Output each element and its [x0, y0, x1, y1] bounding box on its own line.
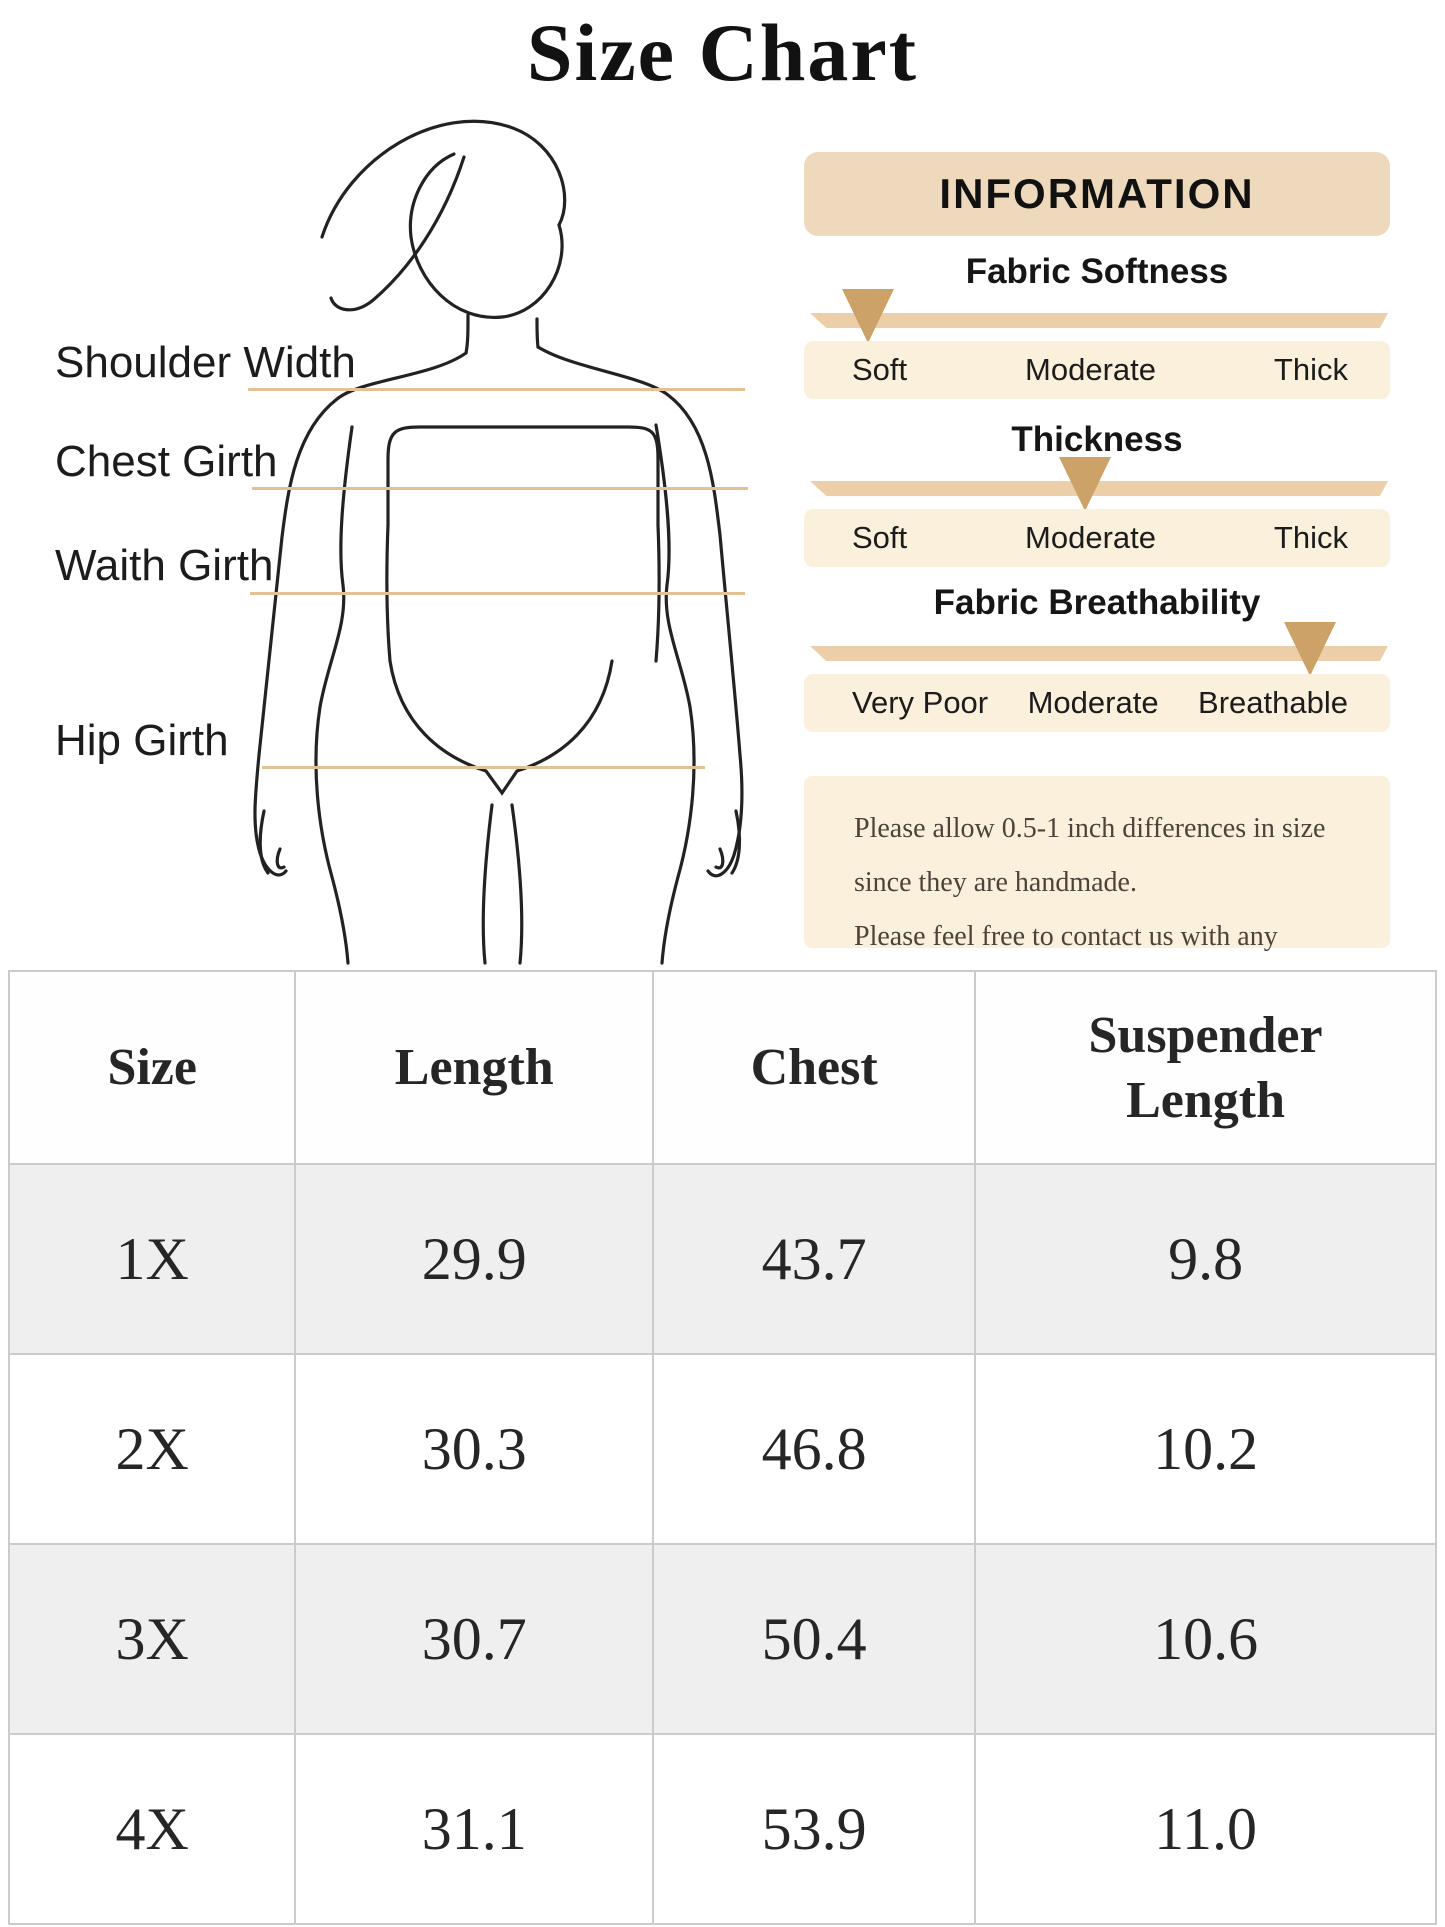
fabric-softness-slider	[810, 289, 1388, 343]
page-title: Size Chart	[526, 7, 919, 98]
body-figure-illustration	[253, 119, 744, 965]
scale-option: Breathable	[1198, 685, 1348, 720]
fabric-breathability-title: Fabric Breathability	[933, 583, 1261, 622]
table-cell: 4X	[10, 1735, 297, 1925]
table-cell: 30.7	[296, 1545, 655, 1735]
column-header-size: Size	[10, 972, 297, 1165]
column-header-suspender-length: Suspender Length	[976, 972, 1435, 1165]
fabric-breathability-slider	[810, 622, 1388, 676]
thickness-slider	[810, 457, 1388, 511]
chest-girth-label: Chest Girth	[55, 437, 278, 486]
hip-girth-label: Hip Girth	[55, 716, 229, 765]
waist-measure-line	[250, 592, 745, 595]
table-cell: 10.6	[976, 1545, 1435, 1735]
chest-measure-line	[252, 487, 748, 490]
fabric-breathability-scale: Very Poor Moderate Breathable	[804, 674, 1390, 732]
slider-marker-triangle-icon	[841, 289, 894, 343]
table-cell: 43.7	[654, 1165, 977, 1355]
slider-marker-triangle-icon	[1283, 622, 1336, 676]
scale-option: Thick	[1273, 352, 1348, 387]
handmade-note: Please allow 0.5-1 inch differences in s…	[804, 776, 1390, 1006]
column-header-chest: Chest	[654, 972, 977, 1165]
thickness-title: Thickness	[1011, 420, 1183, 459]
thickness-scale: Soft Moderate Thick	[804, 509, 1390, 567]
slider-track	[810, 313, 1388, 328]
size-table: Size Length Chest Suspender Length 1X 29…	[8, 970, 1437, 1925]
hip-measure-line	[262, 766, 705, 769]
note-line: Please allow 0.5-1 inch differences in s…	[854, 813, 1326, 844]
scale-option: Moderate	[1027, 685, 1159, 720]
table-cell: 53.9	[654, 1735, 977, 1925]
table-cell: 2X	[10, 1355, 297, 1545]
table-cell: 10.2	[976, 1355, 1435, 1545]
table-cell: 3X	[10, 1545, 297, 1735]
scale-option: Soft	[852, 352, 908, 387]
table-cell: 29.9	[296, 1165, 655, 1355]
scale-option: Soft	[852, 520, 908, 555]
table-cell: 11.0	[976, 1735, 1435, 1925]
table-cell: 9.8	[976, 1165, 1435, 1355]
note-line: since they are handmade.	[854, 867, 1137, 898]
scale-option: Moderate	[1025, 352, 1157, 387]
shoulder-width-label: Shoulder Width	[55, 338, 356, 387]
table-cell: 46.8	[654, 1355, 977, 1545]
fabric-softness-scale: Soft Moderate Thick	[804, 341, 1390, 399]
table-cell: 30.3	[296, 1355, 655, 1545]
shoulder-measure-line	[248, 388, 745, 391]
scale-option: Very Poor	[852, 685, 989, 720]
information-header: INFORMATION	[804, 152, 1390, 236]
slider-track	[810, 646, 1388, 661]
scale-option: Thick	[1273, 520, 1348, 555]
waist-girth-label: Waith Girth	[55, 541, 274, 590]
table-cell: 50.4	[654, 1545, 977, 1735]
scale-option: Moderate	[1025, 520, 1157, 555]
table-cell: 31.1	[296, 1735, 655, 1925]
table-cell: 1X	[10, 1165, 297, 1355]
column-header-length: Length	[296, 972, 655, 1165]
slider-marker-triangle-icon	[1058, 457, 1111, 511]
fabric-softness-title: Fabric Softness	[965, 252, 1229, 291]
